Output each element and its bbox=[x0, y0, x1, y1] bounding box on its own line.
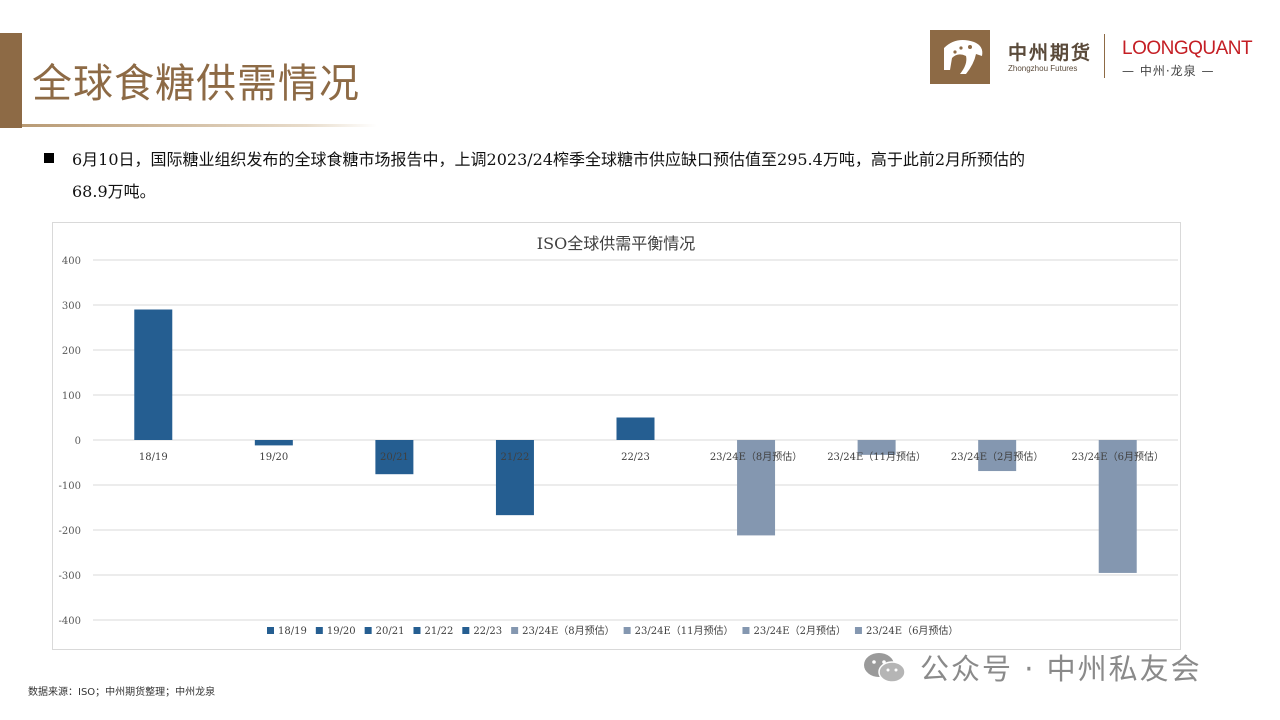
title-underline bbox=[22, 124, 377, 127]
legend-item: 23/24E（8月预估） bbox=[522, 624, 614, 637]
brand-logo-area: 中州期货 Zhongzhou Futures LOONGQUANT — 中州·龙… bbox=[930, 28, 1253, 88]
bar-23/24E（6月预估） bbox=[1098, 440, 1137, 573]
y-tick-label: 200 bbox=[62, 346, 81, 357]
legend-swatch bbox=[623, 627, 631, 634]
legend-swatch bbox=[854, 627, 862, 634]
logo-divider bbox=[1104, 34, 1105, 78]
legend-swatch bbox=[364, 627, 372, 634]
page-title: 全球食糖供需情况 bbox=[32, 61, 360, 107]
partner-logo-text: LOONGQUANT bbox=[1122, 38, 1253, 59]
body-line-1: 6月10日，国际糖业组织发布的全球食糖市场报告中，上调2023/24榨季全球糖市… bbox=[72, 150, 1025, 169]
bar-23/24E（11月预估） bbox=[857, 440, 896, 455]
body-paragraph: 6月10日，国际糖业组织发布的全球食糖市场报告中，上调2023/24榨季全球糖市… bbox=[72, 144, 1192, 208]
x-category-label: 22/23 bbox=[621, 452, 650, 463]
data-source-note: 数据来源：ISO；中州期货整理；中州龙泉 bbox=[28, 687, 216, 698]
x-category-label: 23/24E（6月预估） bbox=[1071, 450, 1163, 463]
bar-18/19 bbox=[134, 309, 173, 440]
x-category-label: 23/24E（2月预估） bbox=[951, 450, 1043, 463]
leopard-logo-icon bbox=[930, 30, 990, 84]
x-category-label: 19/20 bbox=[259, 452, 288, 463]
partner-logo-subtitle: — 中州·龙泉 — bbox=[1122, 64, 1215, 78]
legend-swatch bbox=[267, 627, 274, 634]
x-category-label: 18/19 bbox=[139, 452, 168, 463]
title-accent-bar bbox=[0, 33, 22, 128]
x-category-label: 23/24E（8月预估） bbox=[710, 450, 802, 463]
wechat-icon bbox=[862, 650, 908, 686]
body-line-2: 68.9万吨。 bbox=[72, 182, 156, 201]
bar-19/20 bbox=[254, 440, 293, 446]
bar-20/21 bbox=[375, 440, 414, 475]
y-tick-label: 0 bbox=[75, 436, 81, 447]
legend-item: 23/24E（11月预估） bbox=[635, 624, 734, 637]
legend-item: 19/20 bbox=[327, 626, 356, 637]
y-tick-label: 300 bbox=[62, 301, 81, 312]
watermark: 公众号 · 中州私友会 bbox=[860, 646, 1240, 690]
chart-container: ISO全球供需平衡情况 400 300 200 100 0 -100 -200 -300 -40… bbox=[52, 222, 1181, 650]
supply-demand-bar-chart: ISO全球供需平衡情况 400 300 200 100 0 -100 -200 -300 -40… bbox=[59, 234, 1178, 637]
legend-swatch bbox=[511, 627, 519, 634]
bar-22/23 bbox=[616, 417, 655, 440]
legend-item: 21/22 bbox=[424, 626, 453, 637]
logo-chinese-name: 中州期货 bbox=[1008, 42, 1093, 64]
x-category-label: 23/24E（11月预估） bbox=[827, 450, 926, 463]
y-tick-label: -300 bbox=[59, 571, 81, 582]
logo-english-name: Zhongzhou Futures bbox=[1008, 64, 1078, 73]
chart-title: ISO全球供需平衡情况 bbox=[537, 234, 695, 253]
bar-23/24E（8月预估） bbox=[737, 440, 776, 536]
legend-swatch bbox=[413, 627, 421, 634]
legend-item: 18/19 bbox=[278, 626, 307, 637]
legend-swatch bbox=[462, 627, 470, 634]
bar-23/24E（2月预估） bbox=[978, 440, 1017, 472]
y-tick-label: -400 bbox=[59, 616, 81, 627]
y-tick-label: -100 bbox=[59, 481, 81, 492]
y-tick-label: -200 bbox=[59, 526, 81, 537]
legend-item: 23/24E（6月预估） bbox=[866, 624, 958, 637]
bullet-square-icon bbox=[44, 153, 54, 163]
watermark-text: 公众号 · 中州私友会 bbox=[920, 652, 1202, 686]
bar-21/22 bbox=[495, 440, 534, 516]
y-tick-label: 400 bbox=[62, 256, 81, 267]
y-tick-label: 100 bbox=[62, 391, 81, 402]
legend-swatch bbox=[742, 627, 750, 634]
x-category-label: 21/22 bbox=[501, 452, 530, 463]
x-category-label: 20/21 bbox=[380, 452, 409, 463]
legend-item: 23/24E（2月预估） bbox=[753, 624, 845, 637]
legend-item: 20/21 bbox=[376, 626, 405, 637]
legend-swatch bbox=[315, 627, 323, 634]
legend-item: 22/23 bbox=[473, 626, 502, 637]
